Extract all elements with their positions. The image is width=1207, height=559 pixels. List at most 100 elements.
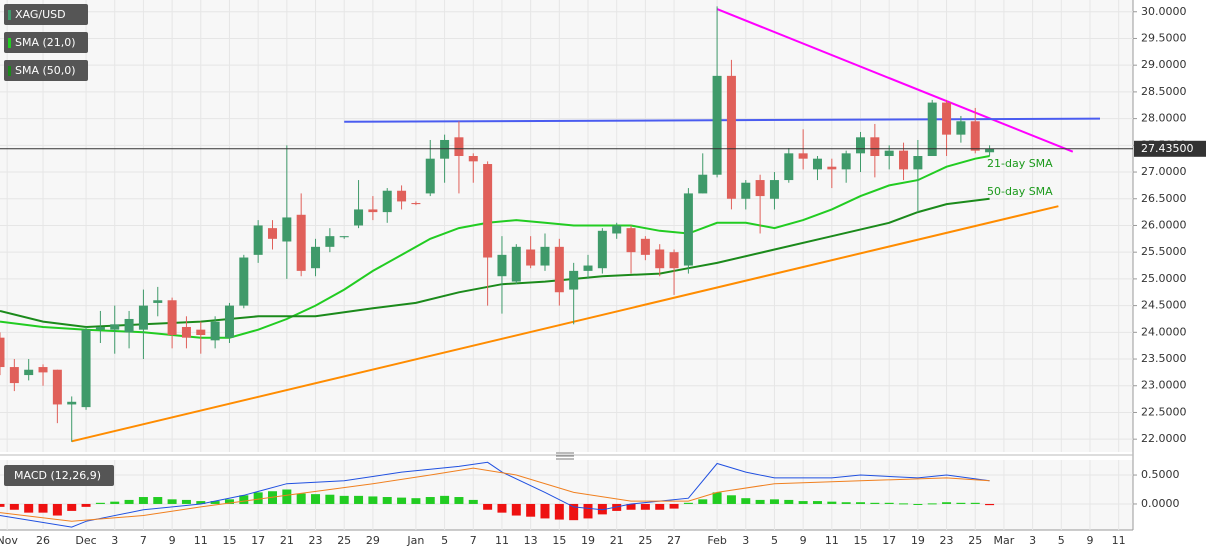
- histogram-bar: [985, 503, 995, 506]
- histogram-bar: [856, 502, 866, 504]
- histogram-bar: [769, 499, 779, 504]
- histogram-bar: [655, 503, 665, 510]
- x-tick-label: 5: [441, 534, 448, 547]
- x-tick-label: Nov: [0, 534, 18, 547]
- candle-body: [468, 156, 478, 162]
- legend-swatch: [8, 38, 11, 48]
- x-tick-label: 19: [581, 534, 595, 547]
- histogram-bar: [899, 503, 909, 505]
- candle-body: [669, 252, 679, 269]
- histogram-bar: [970, 502, 980, 504]
- candle-body: [712, 75, 722, 175]
- histogram-bar: [497, 503, 507, 513]
- y-tick-label: 28.5000: [1141, 85, 1187, 98]
- histogram-bar: [540, 503, 550, 519]
- candle-body: [81, 329, 91, 408]
- candle-body: [726, 75, 736, 199]
- trendline: [344, 117, 1101, 123]
- histogram-bar: [0, 503, 5, 507]
- histogram-bar: [239, 495, 249, 504]
- candle-body: [38, 367, 48, 373]
- histogram-bar: [153, 497, 163, 504]
- candle-body: [798, 153, 808, 159]
- histogram-bar: [425, 497, 435, 504]
- trendline: [71, 205, 1059, 443]
- macd-line: [0, 467, 990, 522]
- y-tick-label: 23.0000: [1141, 379, 1187, 392]
- x-tick-label: 23: [940, 534, 954, 547]
- x-tick-label: Dec: [75, 534, 96, 547]
- candle-body: [884, 150, 894, 157]
- x-tick-label: 27: [667, 534, 681, 547]
- legend-item: SMA (50,0): [4, 60, 88, 81]
- candle-body: [9, 367, 19, 384]
- candle-body: [411, 203, 421, 205]
- macd-plot-bg: [0, 460, 1133, 530]
- candle-body: [425, 158, 435, 194]
- candle-body: [655, 249, 665, 269]
- y-tick-label: 26.0000: [1141, 218, 1187, 231]
- candle-body: [870, 137, 880, 157]
- histogram-bar: [24, 503, 34, 513]
- y-tick-label: 29.5000: [1141, 31, 1187, 44]
- histogram-bar: [569, 503, 579, 521]
- histogram-bar: [81, 503, 91, 507]
- candle-body: [597, 230, 607, 269]
- trendline: [716, 8, 1074, 153]
- annotation: 21-day SMA: [987, 157, 1053, 170]
- x-tick-label: 9: [169, 534, 176, 547]
- histogram-bar: [712, 492, 722, 504]
- histogram-bar: [597, 503, 607, 515]
- histogram-bar: [468, 499, 478, 504]
- histogram-bar: [397, 497, 407, 504]
- last-price-label: 27.43500: [1141, 142, 1194, 155]
- last-price-box: [1134, 140, 1206, 157]
- candle-body: [138, 305, 148, 330]
- legend-swatch: [8, 10, 11, 20]
- x-tick-label: Feb: [707, 534, 726, 547]
- candle-body: [239, 257, 249, 306]
- histogram-bar: [181, 499, 191, 504]
- histogram-bar: [224, 499, 234, 504]
- histogram-bar: [942, 502, 952, 504]
- candle-body: [856, 137, 866, 154]
- candle-body: [899, 150, 909, 170]
- candle-body: [913, 156, 923, 170]
- x-tick-label: 26: [36, 534, 50, 547]
- histogram-bar: [683, 502, 693, 504]
- pane-handle[interactable]: [556, 452, 574, 460]
- candle-body: [282, 217, 292, 242]
- legend-box: [4, 60, 88, 81]
- histogram-bar: [626, 503, 636, 510]
- y-tick-label: 0.0000: [1141, 497, 1180, 510]
- candle-body: [554, 246, 564, 293]
- x-tick-label: 21: [610, 534, 624, 547]
- histogram-bar: [9, 503, 19, 510]
- histogram-bar: [698, 499, 708, 504]
- y-tick-label: 23.5000: [1141, 352, 1187, 365]
- candle-body: [67, 401, 77, 405]
- x-tick-label: 29: [366, 534, 380, 547]
- x-tick-label: 7: [140, 534, 147, 547]
- candle-body: [253, 225, 263, 255]
- histogram-bar: [669, 503, 679, 509]
- legend-swatch: [8, 66, 11, 76]
- histogram-bar: [755, 499, 765, 504]
- candle-body: [827, 166, 837, 170]
- x-tick-label: Jan: [406, 534, 424, 547]
- x-tick-label: 15: [552, 534, 566, 547]
- x-tick-label: 7: [470, 534, 477, 547]
- candle-body: [612, 225, 622, 234]
- candle-body: [583, 265, 593, 271]
- histogram-bar: [311, 494, 321, 504]
- x-tick-label: 25: [638, 534, 652, 547]
- y-tick-label: 29.0000: [1141, 58, 1187, 71]
- y-tick-label: 22.0000: [1141, 432, 1187, 445]
- candle-body: [540, 246, 550, 266]
- x-tick-label: 17: [251, 534, 265, 547]
- histogram-bar: [411, 498, 421, 504]
- histogram-bar: [368, 496, 378, 504]
- candle-body: [296, 214, 306, 271]
- histogram-bar: [640, 503, 650, 510]
